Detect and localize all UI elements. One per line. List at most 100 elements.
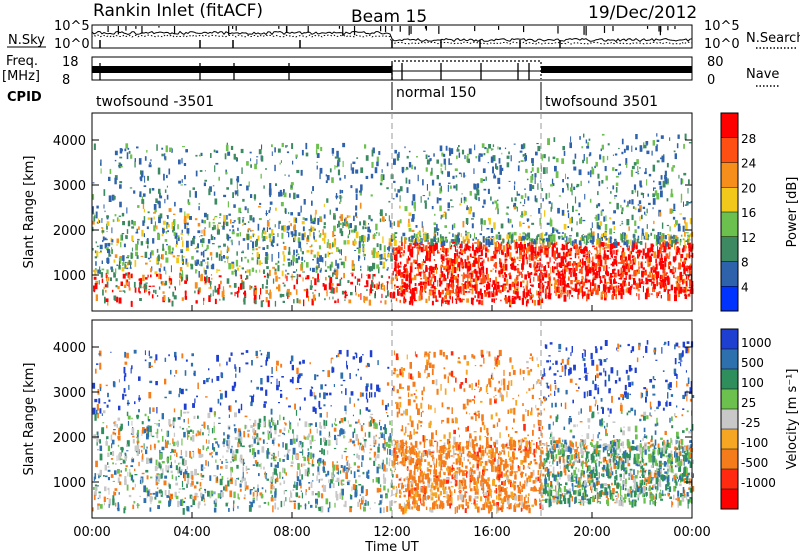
data-cell: [475, 276, 478, 281]
data-cell: [452, 233, 454, 238]
data-cell: [155, 459, 158, 466]
data-cell: [92, 226, 94, 232]
title: Rankin Inlet (fitACF): [93, 1, 263, 21]
data-cell: [490, 148, 493, 151]
data-cell: [339, 177, 342, 181]
data-cell: [522, 449, 525, 452]
data-cell: [114, 159, 117, 162]
data-cell: [428, 351, 431, 353]
data-cell: [317, 459, 319, 464]
data-cell: [568, 292, 570, 300]
data-cell: [578, 213, 580, 216]
data-cell: [557, 447, 560, 449]
data-cell: [679, 292, 682, 294]
data-cell: [678, 262, 681, 270]
data-cell: [675, 447, 679, 450]
data-cell: [530, 294, 533, 299]
data-cell: [670, 236, 674, 239]
data-cell: [315, 498, 318, 505]
data-cell: [634, 189, 637, 193]
data-cell: [473, 249, 477, 256]
data-cell: [513, 296, 517, 300]
data-cell: [604, 292, 607, 298]
data-cell: [245, 270, 247, 274]
data-cell: [246, 161, 249, 166]
data-cell: [492, 144, 495, 148]
data-cell: [658, 181, 662, 185]
data-cell: [438, 289, 440, 295]
data-cell: [455, 250, 458, 252]
data-cell: [349, 229, 351, 235]
data-cell: [210, 293, 212, 298]
data-cell: [146, 226, 149, 230]
data-cell: [334, 165, 336, 170]
data-cell: [129, 187, 133, 189]
data-cell: [662, 242, 664, 247]
data-cell: [597, 233, 599, 239]
data-cell: [563, 285, 566, 289]
data-cell: [588, 289, 591, 292]
data-cell: [495, 276, 498, 284]
data-cell: [538, 233, 541, 240]
data-cell: [405, 299, 407, 303]
data-cell: [438, 251, 441, 254]
data-cell: [254, 194, 256, 201]
data-cell: [552, 227, 555, 234]
data-cell: [186, 240, 189, 248]
data-cell: [392, 198, 395, 200]
data-cell: [460, 197, 463, 204]
data-cell: [122, 255, 125, 261]
data-cell: [480, 496, 483, 502]
data-cell: [161, 254, 164, 260]
data-cell: [669, 245, 671, 247]
data-cell: [565, 292, 569, 294]
data-cell: [690, 429, 692, 432]
data-cell: [485, 468, 489, 471]
data-cell: [322, 283, 325, 287]
data-cell: [148, 288, 150, 291]
data-cell: [293, 217, 297, 223]
data-cell: [243, 292, 246, 295]
data-cell: [553, 137, 556, 142]
data-cell: [549, 276, 551, 283]
data-cell: [507, 218, 509, 223]
data-cell: [519, 245, 522, 253]
data-cell: [536, 263, 539, 269]
data-cell: [513, 202, 517, 207]
data-cell: [312, 292, 314, 294]
data-cell: [427, 250, 430, 252]
data-cell: [244, 256, 247, 259]
data-cell: [207, 412, 211, 419]
data-cell: [653, 286, 655, 292]
data-cell: [562, 268, 564, 275]
data-cell: [657, 246, 659, 252]
data-cell: [561, 278, 563, 286]
data-cell: [631, 284, 633, 288]
data-cell: [680, 275, 683, 281]
data-cell: [140, 170, 142, 175]
data-cell: [631, 245, 635, 252]
data-cell: [623, 236, 626, 239]
data-cell: [506, 234, 510, 240]
data-cell: [186, 222, 189, 226]
data-cell: [547, 138, 550, 145]
data-cell: [690, 255, 693, 257]
data-cell: [551, 250, 554, 257]
data-cell: [493, 250, 496, 255]
data-cell: [640, 264, 643, 269]
data-cell: [677, 288, 679, 295]
data-cell: [590, 230, 593, 237]
data-cell: [310, 280, 312, 285]
data-cell: [200, 152, 203, 156]
data-cell: [546, 222, 550, 225]
data-cell: [571, 287, 575, 291]
data-cell: [624, 282, 627, 286]
data-cell: [663, 269, 666, 276]
data-cell: [295, 289, 298, 295]
data-cell: [331, 177, 334, 183]
data-cell: [626, 456, 629, 461]
data-cell: [440, 217, 442, 220]
data-cell: [275, 207, 277, 211]
data-cell: [127, 255, 130, 257]
data-cell: [460, 173, 463, 178]
